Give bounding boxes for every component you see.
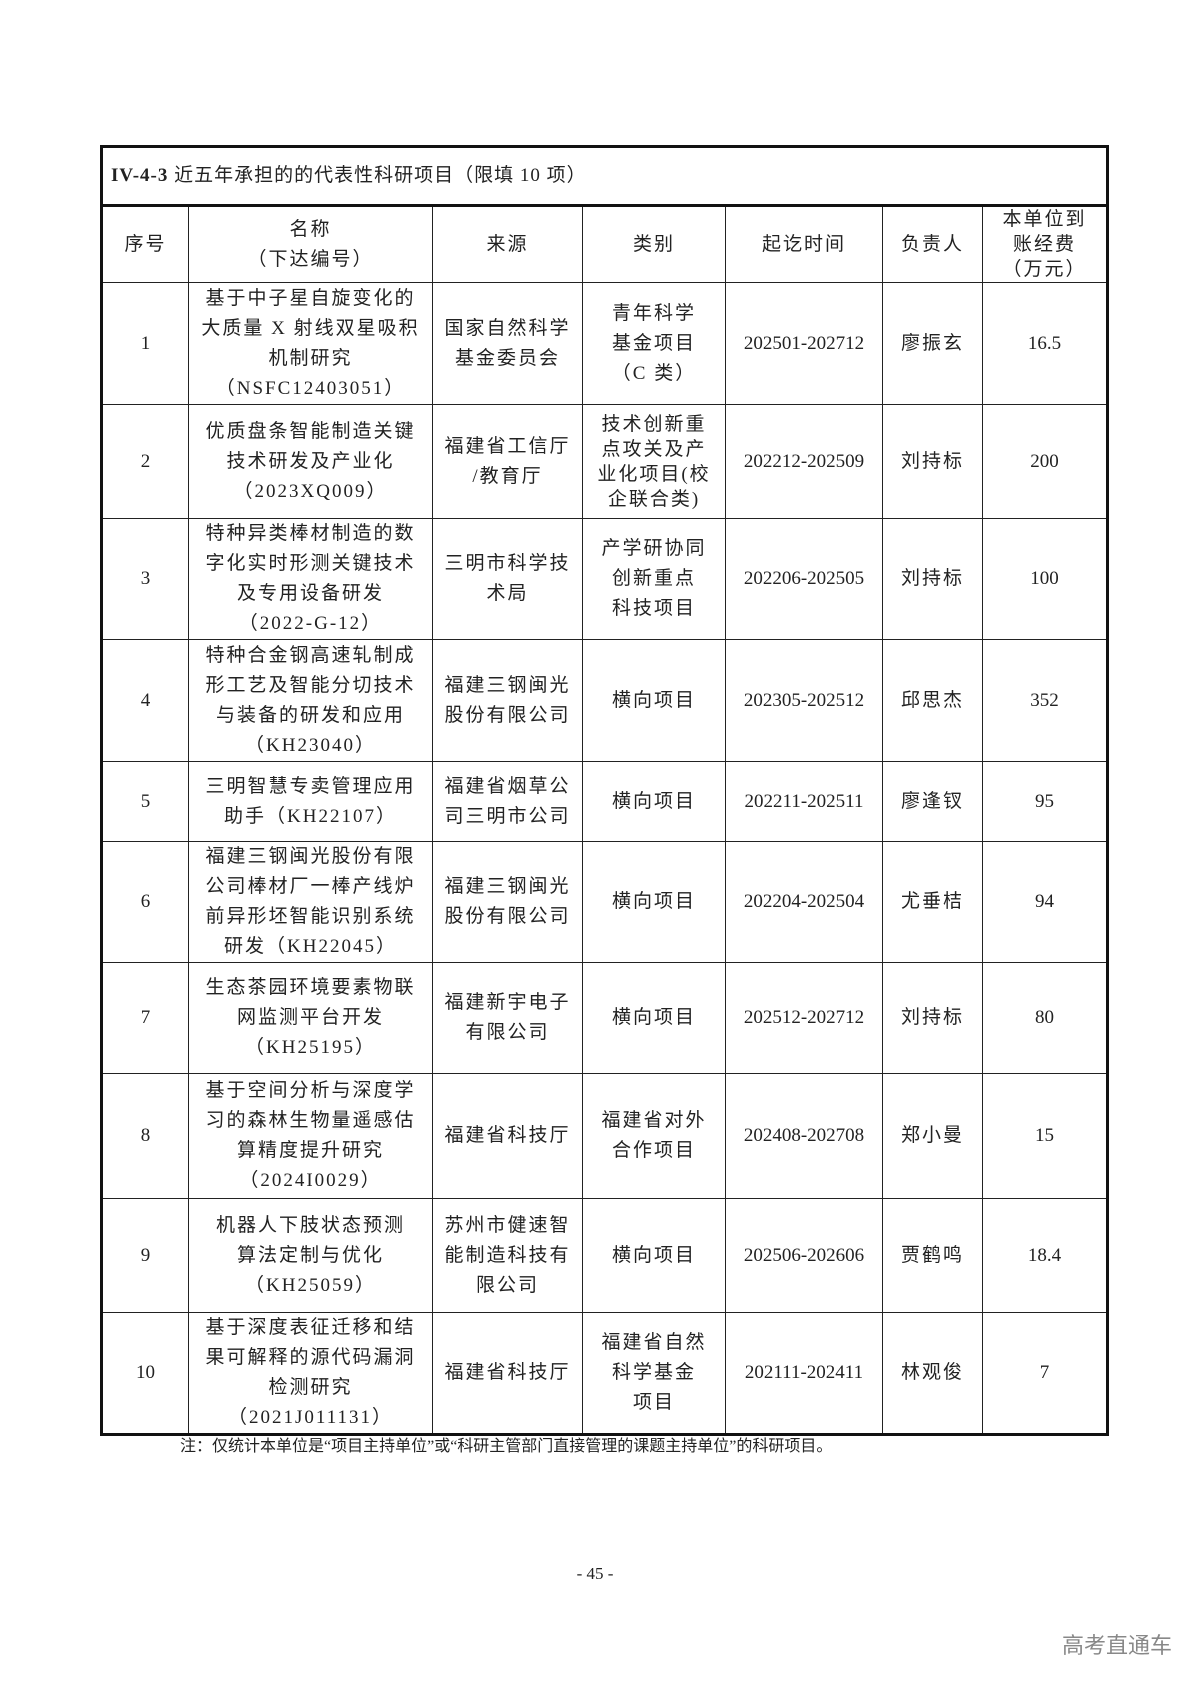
table-title: IV-4-3 近五年承担的的代表性科研项目（限填 10 项） xyxy=(100,146,1109,207)
page-number: - 45 - xyxy=(576,1564,614,1583)
cell-funds: 94 xyxy=(981,841,1109,963)
table-title-row: IV-4-3 近五年承担的的代表性科研项目（限填 10 项） xyxy=(100,146,1109,207)
cell-category: 福建省对外 合作项目 xyxy=(582,1073,726,1199)
cell-category: 横向项目 xyxy=(582,761,726,842)
cell-period: 202204-202504 xyxy=(725,841,883,963)
table-note: 注：仅统计本单位是“项目主持单位”或“科研主管部门直接管理的课题主持单位”的科研… xyxy=(180,1438,833,1455)
cell-name: 基于深度表征迁移和结 果可解释的源代码漏洞 检测研究 （2021J011131） xyxy=(188,1312,433,1435)
cell-no: 2 xyxy=(101,404,189,519)
cell-leader: 刘持标 xyxy=(882,518,983,640)
cell-funds: 15 xyxy=(981,1073,1109,1199)
cell-period: 202501-202712 xyxy=(725,282,883,405)
header-category: 类别 xyxy=(582,205,726,283)
cell-period: 202512-202712 xyxy=(725,962,883,1074)
cell-source: 国家自然科学 基金委员会 xyxy=(432,282,583,405)
cell-category: 横向项目 xyxy=(582,962,726,1074)
table-row: 5 三明智慧专卖管理应用 助手（KH22107） 福建省烟草公 司三明市公司 横向项目… xyxy=(101,761,1109,842)
cell-no: 3 xyxy=(101,518,189,640)
cell-source: 苏州市健速智 能制造科技有 限公司 xyxy=(432,1198,583,1313)
cell-source: 福建三钢闽光 股份有限公司 xyxy=(432,639,583,762)
cell-no: 7 xyxy=(101,962,189,1074)
table-row: 3 特种异类棒材制造的数 字化实时形测关键技术 及专用设备研发 （2022-G-1… xyxy=(101,518,1109,640)
cell-funds: 18.4 xyxy=(981,1198,1109,1313)
cell-category: 青年科学 基金项目 （C 类） xyxy=(582,282,726,405)
cell-no: 8 xyxy=(101,1073,189,1199)
cell-period: 202506-202606 xyxy=(725,1198,883,1313)
table-row: 6 福建三钢闽光股份有限 公司棒材厂一棒产线炉 前异形坯智能识别系统 研发（KH2… xyxy=(101,841,1109,963)
header-row: 序号 名称 （下达编号） 来源 类别 起讫时间 负责人 本单位到 账经费 （万元… xyxy=(101,205,1109,283)
cell-source: 三明市科学技 术局 xyxy=(432,518,583,640)
table-row: 10 基于深度表征迁移和结 果可解释的源代码漏洞 检测研究 （2021J01113… xyxy=(101,1312,1109,1435)
cell-funds: 352 xyxy=(981,639,1109,762)
table-row: 1 基于中子星自旋变化的 大质量 X 射线双星吸积 机制研究 （NSFC12403… xyxy=(101,282,1109,405)
cell-category: 横向项目 xyxy=(582,841,726,963)
cell-name: 生态茶园环境要素物联 网监测平台开发 （KH25195） xyxy=(188,962,433,1074)
cell-name: 基于空间分析与深度学 习的森林生物量遥感估 算精度提升研究 （2024I0029… xyxy=(188,1073,433,1199)
cell-funds: 7 xyxy=(981,1312,1109,1435)
cell-name: 基于中子星自旋变化的 大质量 X 射线双星吸积 机制研究 （NSFC124030… xyxy=(188,282,433,405)
cell-category: 横向项目 xyxy=(582,1198,726,1313)
cell-source: 福建省科技厅 xyxy=(432,1073,583,1199)
cell-leader: 邱思杰 xyxy=(882,639,983,762)
cell-no: 4 xyxy=(101,639,189,762)
cell-period: 202206-202505 xyxy=(725,518,883,640)
cell-leader: 郑小曼 xyxy=(882,1073,983,1199)
header-no: 序号 xyxy=(101,205,189,283)
cell-period: 202305-202512 xyxy=(725,639,883,762)
cell-no: 1 xyxy=(101,282,189,405)
cell-name: 优质盘条智能制造关键 技术研发及产业化 （2023XQ009） xyxy=(188,404,433,519)
cell-no: 10 xyxy=(101,1312,189,1435)
cell-funds: 16.5 xyxy=(981,282,1109,405)
table-row: 9 机器人下肢状态预测 算法定制与优化 （KH25059） 苏州市健速智 能制造科技… xyxy=(101,1198,1109,1313)
cell-funds: 100 xyxy=(981,518,1109,640)
header-name: 名称 （下达编号） xyxy=(188,205,433,283)
table-row: 8 基于空间分析与深度学 习的森林生物量遥感估 算精度提升研究 （2024I002… xyxy=(101,1073,1109,1199)
cell-source: 福建三钢闽光 股份有限公司 xyxy=(432,841,583,963)
cell-no: 9 xyxy=(101,1198,189,1313)
cell-source: 福建省工信厅 /教育厅 xyxy=(432,404,583,519)
cell-period: 202111-202411 xyxy=(725,1312,883,1435)
cell-no: 5 xyxy=(101,761,189,842)
section-code: IV-4-3 xyxy=(111,165,169,186)
cell-name: 机器人下肢状态预测 算法定制与优化 （KH25059） xyxy=(188,1198,433,1313)
cell-leader: 廖逢钗 xyxy=(882,761,983,842)
cell-period: 202211-202511 xyxy=(725,761,883,842)
cell-leader: 刘持标 xyxy=(882,962,983,1074)
cell-funds: 200 xyxy=(981,404,1109,519)
cell-source: 福建新宇电子 有限公司 xyxy=(432,962,583,1074)
cell-funds: 80 xyxy=(981,962,1109,1074)
section-title: 近五年承担的的代表性科研项目（限填 10 项） xyxy=(174,165,587,186)
cell-name: 特种合金钢高速轧制成 形工艺及智能分切技术 与装备的研发和应用 （KH23040… xyxy=(188,639,433,762)
cell-name: 特种异类棒材制造的数 字化实时形测关键技术 及专用设备研发 （2022-G-12… xyxy=(188,518,433,640)
cell-period: 202212-202509 xyxy=(725,404,883,519)
table-row: 7 生态茶园环境要素物联 网监测平台开发 （KH25195） 福建新宇电子 有限公司… xyxy=(101,962,1109,1074)
cell-name: 福建三钢闽光股份有限 公司棒材厂一棒产线炉 前异形坯智能识别系统 研发（KH22… xyxy=(188,841,433,963)
cell-leader: 廖振玄 xyxy=(882,282,983,405)
cell-source: 福建省科技厅 xyxy=(432,1312,583,1435)
header-leader: 负责人 xyxy=(882,205,983,283)
cell-category: 横向项目 xyxy=(582,639,726,762)
header-period: 起讫时间 xyxy=(725,205,883,283)
cell-leader: 林观俊 xyxy=(882,1312,983,1435)
watermark-logo: 高考直通车 xyxy=(1061,1634,1172,1659)
cell-funds: 95 xyxy=(981,761,1109,842)
cell-leader: 尤垂桔 xyxy=(882,841,983,963)
cell-no: 6 xyxy=(101,841,189,963)
cell-category: 福建省自然 科学基金 项目 xyxy=(582,1312,726,1435)
projects-table: IV-4-3 近五年承担的的代表性科研项目（限填 10 项） 序号 名称 （下达… xyxy=(100,145,1110,1436)
table-row: 2 优质盘条智能制造关键 技术研发及产业化 （2023XQ009） 福建省工信厅 /… xyxy=(101,404,1109,519)
cell-leader: 贾鹤鸣 xyxy=(882,1198,983,1313)
cell-category: 产学研协同 创新重点 科技项目 xyxy=(582,518,726,640)
cell-source: 福建省烟草公 司三明市公司 xyxy=(432,761,583,842)
cell-category: 技术创新重 点攻关及产 业化项目(校 企联合类) xyxy=(582,404,726,519)
cell-period: 202408-202708 xyxy=(725,1073,883,1199)
header-source: 来源 xyxy=(432,205,583,283)
cell-name: 三明智慧专卖管理应用 助手（KH22107） xyxy=(188,761,433,842)
header-funds: 本单位到 账经费 （万元） xyxy=(981,205,1109,283)
table-row: 4 特种合金钢高速轧制成 形工艺及智能分切技术 与装备的研发和应用 （KH2304… xyxy=(101,639,1109,762)
cell-leader: 刘持标 xyxy=(882,404,983,519)
